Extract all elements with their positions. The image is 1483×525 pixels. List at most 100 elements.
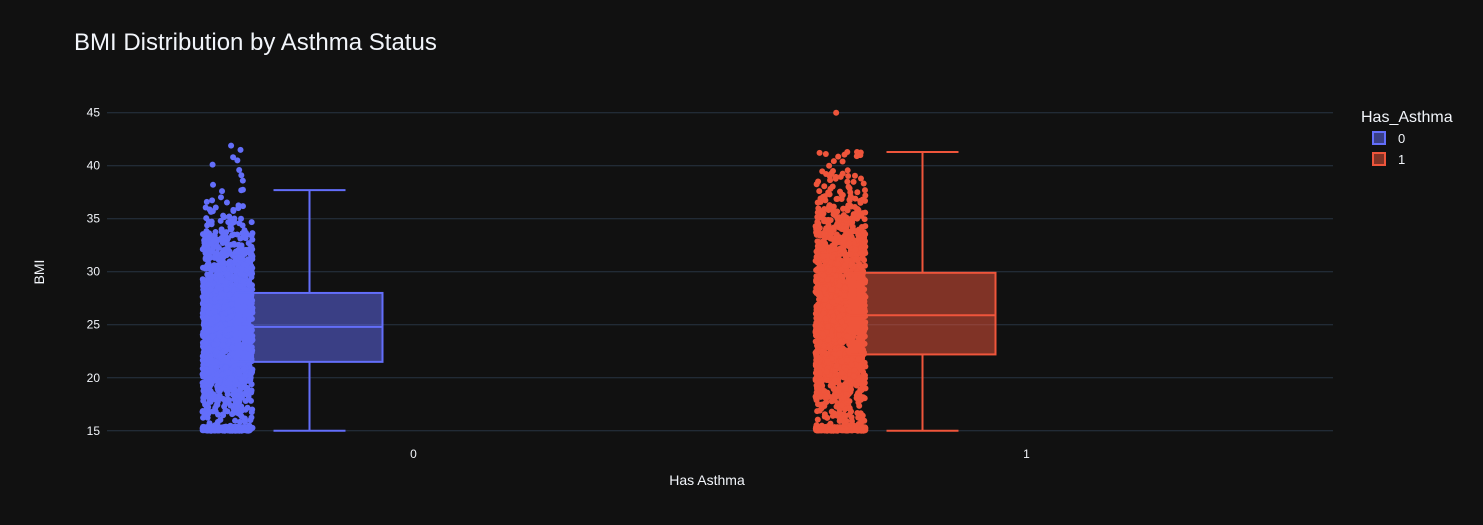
data-point <box>205 404 212 411</box>
legend[interactable]: 01 <box>1372 131 1405 167</box>
data-point <box>201 389 208 396</box>
data-point <box>209 333 216 340</box>
data-point <box>207 286 214 293</box>
data-point <box>838 318 845 325</box>
data-point <box>830 203 837 210</box>
data-point <box>238 376 245 383</box>
data-point <box>824 253 831 260</box>
data-point <box>212 408 219 415</box>
data-point <box>816 188 823 195</box>
data-point <box>216 333 223 340</box>
data-point <box>241 250 248 257</box>
data-point <box>223 199 230 206</box>
data-point <box>830 266 837 273</box>
y-tick-label: 20 <box>87 371 101 385</box>
outlier-point <box>238 172 245 179</box>
data-point <box>200 349 207 356</box>
data-point <box>822 197 829 204</box>
data-point <box>852 195 859 202</box>
outlier-point <box>853 153 860 160</box>
data-point <box>215 426 222 433</box>
data-point <box>834 297 841 304</box>
data-point <box>224 271 231 278</box>
data-point <box>226 291 233 298</box>
data-point <box>218 324 225 331</box>
legend-item-1[interactable]: 1 <box>1372 152 1405 167</box>
data-point <box>247 424 254 431</box>
x-tick-label: 0 <box>410 447 417 461</box>
data-point <box>817 393 824 400</box>
data-point <box>816 149 823 156</box>
data-point <box>841 406 848 413</box>
data-point <box>212 295 219 302</box>
data-point <box>826 267 833 274</box>
data-point <box>207 320 214 327</box>
box-1 <box>848 150 997 432</box>
outlier-point <box>833 109 840 116</box>
data-point <box>819 330 826 337</box>
data-point <box>828 276 835 283</box>
data-point <box>836 282 843 289</box>
data-point <box>860 180 867 187</box>
data-point <box>832 245 839 252</box>
data-point <box>825 216 832 223</box>
data-point <box>831 240 838 247</box>
data-point <box>856 212 863 219</box>
data-point <box>840 205 847 212</box>
data-point <box>221 214 228 221</box>
data-point <box>200 279 207 286</box>
data-point <box>821 343 828 350</box>
outlier-point <box>826 173 833 180</box>
data-point <box>221 304 228 311</box>
data-point <box>212 229 219 236</box>
data-point <box>211 308 218 315</box>
data-point <box>203 314 210 321</box>
data-point <box>833 393 840 400</box>
data-point <box>217 353 224 360</box>
y-tick-label: 30 <box>87 265 101 279</box>
box-iqr <box>848 271 997 356</box>
data-point <box>836 350 843 357</box>
data-point <box>243 391 250 398</box>
data-point <box>836 313 843 320</box>
data-point <box>847 189 854 196</box>
data-point <box>843 418 850 425</box>
data-point <box>824 323 831 330</box>
data-point <box>855 356 862 363</box>
data-point <box>203 344 210 351</box>
data-point <box>228 375 235 382</box>
data-point <box>227 222 234 229</box>
data-point <box>845 173 852 180</box>
data-point <box>226 320 233 327</box>
box-0 <box>235 189 384 432</box>
data-point <box>843 333 850 340</box>
data-point <box>238 242 245 249</box>
data-point <box>855 231 862 238</box>
data-point <box>833 403 840 410</box>
data-point <box>814 416 821 423</box>
data-point <box>210 391 217 398</box>
outlier-point <box>237 146 244 153</box>
data-point <box>830 317 837 324</box>
outlier-point <box>844 178 851 185</box>
data-point <box>821 286 828 293</box>
data-point <box>835 326 842 333</box>
data-point <box>225 426 232 433</box>
data-point <box>220 412 227 419</box>
data-point <box>817 207 824 214</box>
data-point <box>228 251 235 258</box>
data-point <box>839 426 846 433</box>
data-point <box>833 272 840 279</box>
data-point <box>858 425 865 432</box>
data-point <box>209 208 216 215</box>
data-point <box>813 289 820 296</box>
data-point <box>206 253 213 260</box>
data-point <box>219 249 226 256</box>
data-point <box>248 370 255 377</box>
data-point <box>206 327 213 334</box>
data-point <box>219 342 226 349</box>
legend-item-0[interactable]: 0 <box>1372 131 1405 146</box>
data-point <box>217 217 224 224</box>
y-tick-label: 15 <box>87 424 101 438</box>
data-point <box>247 397 254 404</box>
